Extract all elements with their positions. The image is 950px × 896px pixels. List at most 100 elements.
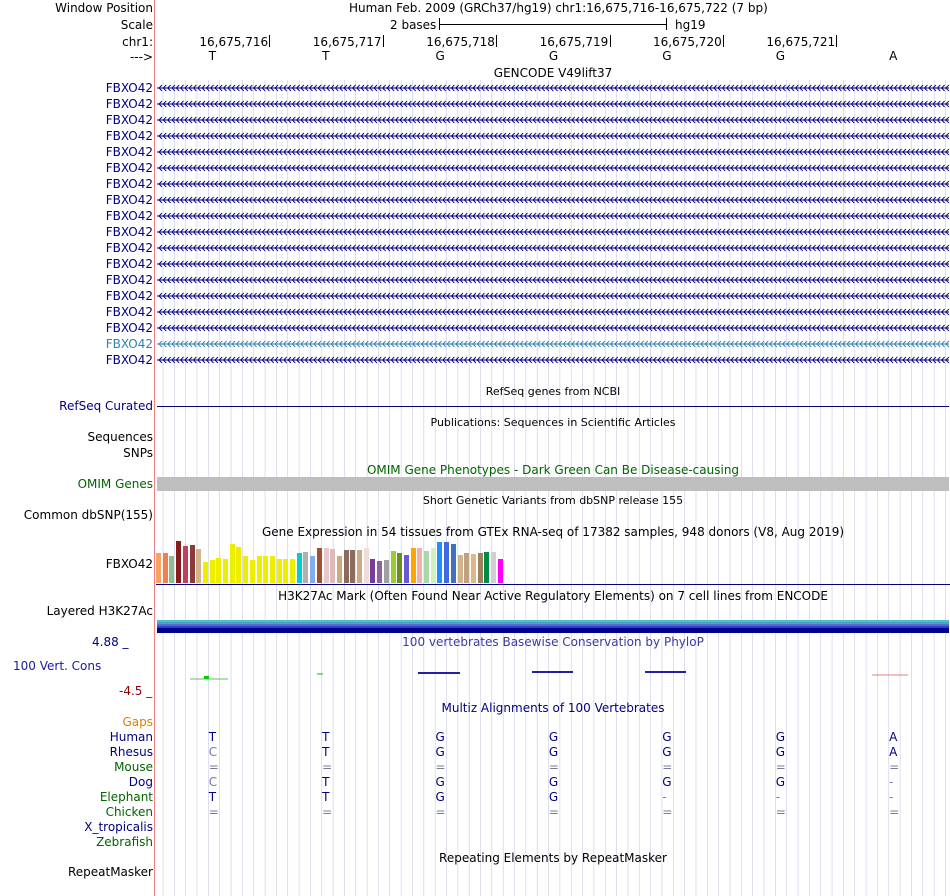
gtex-tissue-bar[interactable]	[470, 554, 476, 583]
repeatmasker-label[interactable]: RepeatMasker	[67, 865, 153, 879]
species-label[interactable]: Rhesus	[109, 745, 153, 759]
gtex-tissue-bar[interactable]	[189, 545, 195, 583]
gencode-transcript[interactable]	[157, 128, 949, 144]
gencode-gene-label[interactable]: FBXO42	[105, 209, 153, 223]
dbsnp-label[interactable]: Common dbSNP(155)	[23, 508, 153, 522]
sequences-label[interactable]: Sequences	[87, 430, 153, 444]
species-label[interactable]: Mouse	[114, 760, 153, 774]
gtex-tissue-bar[interactable]	[336, 556, 342, 583]
gtex-tissue-bar[interactable]	[316, 548, 322, 583]
gtex-tissue-bar[interactable]	[377, 561, 383, 583]
gtex-tissue-bar[interactable]	[269, 556, 275, 583]
gtex-tissue-bar[interactable]	[390, 551, 396, 583]
gencode-title[interactable]: GENCODE V49lift37	[493, 66, 613, 80]
gencode-transcript[interactable]	[157, 304, 949, 320]
gtex-tissue-bar[interactable]	[263, 556, 269, 583]
gencode-gene-label[interactable]: FBXO42	[105, 177, 153, 191]
gencode-gene-label[interactable]: FBXO42	[105, 289, 153, 303]
species-label[interactable]: Human	[109, 730, 153, 744]
gencode-transcript[interactable]	[157, 208, 949, 224]
gtex-tissue-bar[interactable]	[303, 552, 309, 583]
gtex-tissue-bar[interactable]	[156, 553, 161, 583]
gencode-transcript[interactable]	[157, 288, 949, 304]
gtex-tissue-bar[interactable]	[283, 559, 289, 583]
gencode-gene-label[interactable]: FBXO42	[105, 273, 153, 287]
dbsnp-title[interactable]: Short Genetic Variants from dbSNP releas…	[422, 494, 684, 507]
gencode-transcript[interactable]	[157, 224, 949, 240]
gtex-label[interactable]: FBXO42	[105, 557, 153, 571]
gtex-tissue-bar[interactable]	[216, 558, 222, 583]
h3k27ac-title[interactable]: H3K27Ac Mark (Often Found Near Active Re…	[278, 589, 828, 603]
gencode-transcript[interactable]	[157, 272, 949, 288]
conservation-plot[interactable]	[156, 660, 950, 690]
gtex-tissue-bar[interactable]	[236, 547, 242, 583]
gencode-gene-label[interactable]: FBXO42	[105, 321, 153, 335]
gencode-transcript[interactable]	[157, 240, 949, 256]
gencode-gene-label[interactable]: FBXO42	[105, 145, 153, 159]
h3k27ac-label[interactable]: Layered H3K27Ac	[46, 604, 153, 618]
gencode-transcript[interactable]	[157, 96, 949, 112]
gtex-tissue-bar[interactable]	[450, 544, 456, 583]
snps-label[interactable]: SNPs	[123, 446, 153, 460]
gencode-transcript[interactable]	[157, 336, 949, 352]
gtex-tissue-bar[interactable]	[350, 550, 356, 583]
omim-title[interactable]: OMIM Gene Phenotypes - Dark Green Can Be…	[366, 463, 740, 477]
gtex-tissue-bar[interactable]	[491, 552, 496, 583]
gencode-transcript[interactable]	[157, 112, 949, 128]
gtex-tissue-bar[interactable]	[457, 555, 463, 583]
gencode-gene-label[interactable]: FBXO42	[105, 161, 153, 175]
gencode-gene-label[interactable]: FBXO42	[105, 305, 153, 319]
refseq-label[interactable]: RefSeq Curated	[59, 399, 153, 413]
species-label[interactable]: Elephant	[99, 790, 153, 804]
refseq-gene-line[interactable]	[157, 406, 949, 407]
gencode-gene-label[interactable]: FBXO42	[105, 225, 153, 239]
gtex-title[interactable]: Gene Expression in 54 tissues from GTEx …	[261, 525, 845, 539]
gtex-tissue-bar[interactable]	[209, 560, 215, 583]
gencode-gene-label[interactable]: FBXO42	[105, 257, 153, 271]
gtex-tissue-bar[interactable]	[484, 552, 490, 583]
species-label[interactable]: X_tropicalis	[84, 820, 153, 834]
gencode-gene-label[interactable]: FBXO42	[105, 97, 153, 111]
gtex-tissue-bar[interactable]	[223, 559, 228, 583]
gencode-gene-label[interactable]: FBXO42	[105, 337, 153, 351]
gtex-tissue-bar[interactable]	[363, 548, 369, 583]
gtex-tissue-bar[interactable]	[444, 542, 450, 583]
conservation-label[interactable]: 100 Vert. Cons	[13, 659, 102, 673]
gtex-tissue-bar[interactable]	[357, 550, 362, 583]
gtex-tissue-bar[interactable]	[202, 562, 208, 583]
gtex-tissue-bar[interactable]	[243, 556, 249, 583]
multiz-title[interactable]: Multiz Alignments of 100 Vertebrates	[441, 701, 665, 715]
gencode-gene-label[interactable]: FBXO42	[105, 113, 153, 127]
omim-label[interactable]: OMIM Genes	[77, 477, 153, 491]
gtex-tissue-bar[interactable]	[276, 559, 282, 583]
species-label[interactable]: Chicken	[105, 805, 153, 819]
gencode-gene-label[interactable]: FBXO42	[105, 241, 153, 255]
gencode-gene-label[interactable]: FBXO42	[105, 81, 153, 95]
gencode-transcript[interactable]	[157, 80, 949, 96]
publications-title[interactable]: Publications: Sequences in Scientific Ar…	[430, 416, 676, 429]
h3k27ac-signal[interactable]	[157, 620, 949, 633]
gtex-tissue-bar[interactable]	[182, 546, 188, 583]
gtex-tissue-bar[interactable]	[397, 553, 403, 583]
gtex-tissue-bar[interactable]	[162, 553, 168, 583]
gtex-tissue-bar[interactable]	[256, 556, 262, 583]
gencode-transcript[interactable]	[157, 176, 949, 192]
gencode-transcript[interactable]	[157, 320, 949, 336]
gtex-tissue-bar[interactable]	[497, 559, 503, 583]
gencode-gene-label[interactable]: FBXO42	[105, 129, 153, 143]
gtex-tissue-bar[interactable]	[296, 553, 302, 583]
gtex-tissue-bar[interactable]	[430, 548, 436, 583]
gtex-tissue-bar[interactable]	[403, 555, 409, 583]
gtex-tissue-bar[interactable]	[169, 556, 175, 583]
gencode-gene-label[interactable]: FBXO42	[105, 353, 153, 367]
species-label[interactable]: Zebrafish	[96, 835, 153, 849]
gtex-tissue-bar[interactable]	[310, 556, 316, 583]
gtex-tissue-bar[interactable]	[424, 551, 429, 583]
gencode-transcript[interactable]	[157, 144, 949, 160]
gaps-label[interactable]: Gaps	[122, 715, 153, 729]
refseq-title[interactable]: RefSeq genes from NCBI	[485, 385, 621, 398]
gtex-expression-chart[interactable]	[156, 540, 556, 583]
gtex-tissue-bar[interactable]	[323, 548, 329, 583]
gencode-gene-label[interactable]: FBXO42	[105, 193, 153, 207]
gtex-tissue-bar[interactable]	[417, 548, 423, 583]
